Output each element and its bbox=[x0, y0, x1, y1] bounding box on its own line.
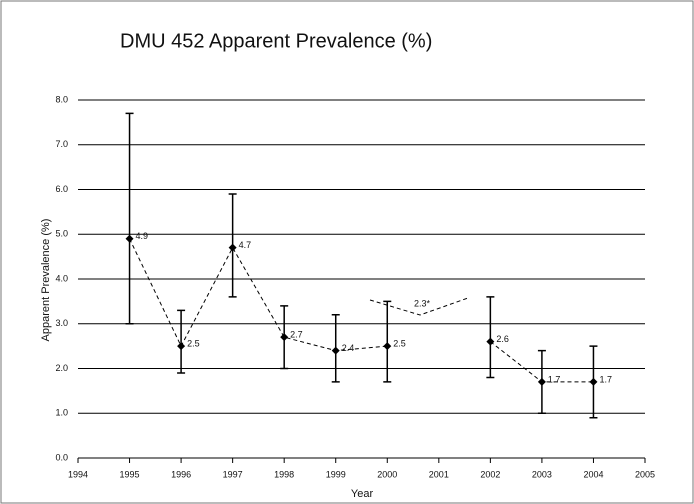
x-tick-label: 1998 bbox=[274, 469, 294, 479]
marker bbox=[280, 333, 289, 342]
error-bar bbox=[125, 112, 134, 325]
data-label: 1.7 bbox=[548, 374, 561, 384]
y-tick-label: 8.0 bbox=[55, 94, 68, 104]
error-bar bbox=[383, 300, 392, 383]
x-axis-title: Year bbox=[351, 488, 374, 500]
chart-title: DMU 452 Apparent Prevalence (%) bbox=[120, 30, 432, 52]
y-tick-label: 2.0 bbox=[55, 363, 68, 373]
error-bar bbox=[486, 296, 495, 379]
marker bbox=[486, 337, 495, 346]
marker bbox=[383, 342, 392, 351]
data-label: 1.7 bbox=[599, 374, 612, 384]
y-tick-label: 7.0 bbox=[55, 139, 68, 149]
data-label: 2.5 bbox=[393, 339, 406, 349]
marker bbox=[589, 377, 598, 386]
y-tick-label: 5.0 bbox=[55, 229, 68, 239]
y-tick-label: 4.0 bbox=[55, 273, 68, 283]
data-label: 2.7 bbox=[290, 330, 303, 340]
data-label: 2.4 bbox=[342, 343, 355, 353]
x-tick-label: 1994 bbox=[68, 469, 88, 479]
marker bbox=[125, 234, 134, 243]
x-tick-label: 2004 bbox=[583, 469, 603, 479]
x-tick-label: 2001 bbox=[429, 469, 449, 479]
data-label: 4.7 bbox=[239, 240, 252, 250]
error-bar bbox=[177, 309, 186, 374]
y-axis-title: Apparent Prevalence (%) bbox=[40, 219, 52, 342]
x-tick-label: 1995 bbox=[120, 469, 140, 479]
marker bbox=[228, 243, 237, 252]
marker bbox=[331, 346, 340, 355]
y-tick-label: 6.0 bbox=[55, 184, 68, 194]
annotation: 2.3* bbox=[414, 298, 431, 308]
data-label: 4.9 bbox=[136, 231, 149, 241]
x-tick-label: 1996 bbox=[171, 469, 191, 479]
x-tick-label: 1999 bbox=[326, 469, 346, 479]
y-tick-label: 3.0 bbox=[55, 318, 68, 328]
x-tick-label: 1997 bbox=[223, 469, 243, 479]
x-tick-label: 2000 bbox=[377, 469, 397, 479]
x-tick-label: 2003 bbox=[532, 469, 552, 479]
y-tick-label: 1.0 bbox=[55, 408, 68, 418]
data-label: 2.5 bbox=[187, 339, 200, 349]
x-tick-label: 2005 bbox=[635, 469, 655, 479]
data-label: 2.6 bbox=[496, 334, 509, 344]
y-tick-label: 0.0 bbox=[55, 452, 68, 462]
marker bbox=[537, 377, 546, 386]
x-tick-label: 2002 bbox=[480, 469, 500, 479]
marker bbox=[177, 342, 186, 351]
